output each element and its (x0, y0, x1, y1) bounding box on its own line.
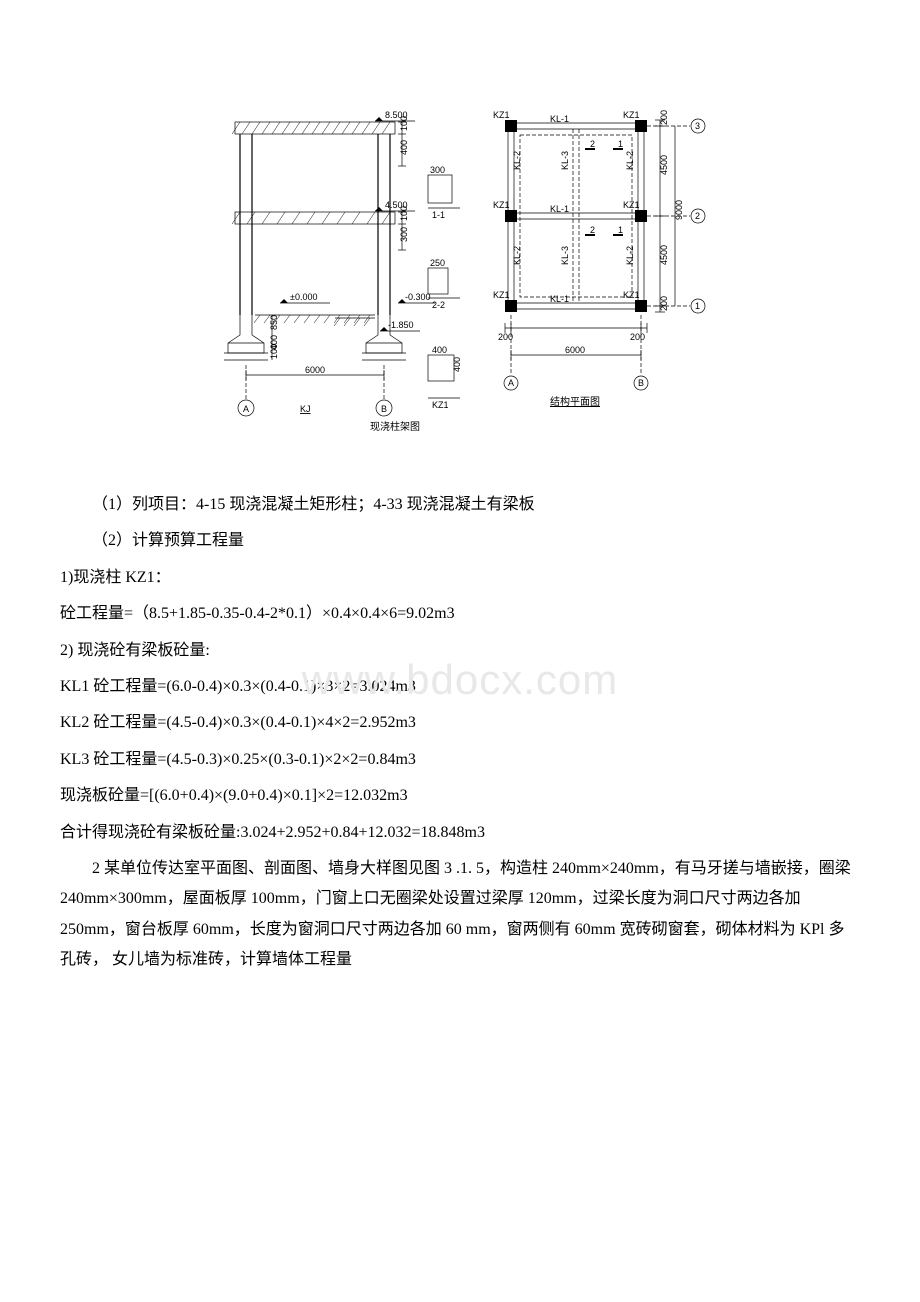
svg-text:3: 3 (695, 121, 700, 131)
svg-text:1: 1 (618, 225, 623, 235)
svg-text:KL-2: KL-2 (625, 246, 635, 265)
svg-text:1: 1 (618, 139, 623, 149)
svg-text:B: B (638, 378, 644, 388)
svg-text:-0.300: -0.300 (405, 292, 431, 302)
svg-text:KZ1: KZ1 (493, 200, 510, 210)
svg-text:400: 400 (399, 140, 409, 155)
svg-text:A: A (243, 404, 249, 414)
svg-text:B: B (381, 404, 387, 414)
text-p4: 砼工程量=（8.5+1.85-0.35-0.4-2*0.1）×0.4×0.4×6… (60, 599, 860, 629)
svg-text:KL-1: KL-1 (550, 114, 569, 124)
svg-text:2: 2 (590, 139, 595, 149)
svg-text:KL-2: KL-2 (625, 151, 635, 170)
svg-text:2: 2 (590, 225, 595, 235)
structural-diagram: 8.500 100 400 4.500 (210, 100, 710, 460)
svg-text:A: A (508, 378, 514, 388)
svg-text:100: 100 (399, 116, 409, 131)
svg-text:400: 400 (452, 357, 462, 372)
svg-text:结构平面图: 结构平面图 (550, 395, 600, 408)
text-p7: KL2 砼工程量=(4.5-0.4)×0.3×(0.4-0.1)×4×2=2.9… (60, 708, 860, 738)
svg-text:6000: 6000 (565, 345, 585, 355)
svg-text:KZ1: KZ1 (623, 200, 640, 210)
text-p6: KL1 砼工程量=(6.0-0.4)×0.3×(0.4-0.1)×3×2=3.0… (60, 672, 860, 702)
svg-text:KZ1: KZ1 (623, 290, 640, 300)
svg-text:-1.850: -1.850 (388, 320, 414, 330)
svg-text:4500: 4500 (659, 155, 669, 175)
svg-text:300: 300 (430, 165, 445, 175)
column-kz1 (505, 120, 517, 132)
svg-text:KL-1: KL-1 (550, 294, 569, 304)
text-p1: （1）列项目：4-15 现浇混凝土矩形柱；4-33 现浇混凝土有梁板 (60, 490, 860, 520)
svg-text:KZ1: KZ1 (493, 290, 510, 300)
svg-text:2-2: 2-2 (432, 300, 445, 310)
svg-text:现浇柱架图: 现浇柱架图 (370, 420, 420, 433)
svg-text:KJ: KJ (300, 404, 311, 414)
svg-text:KL-3: KL-3 (560, 246, 570, 265)
svg-text:9000: 9000 (674, 200, 684, 220)
svg-text:1: 1 (695, 301, 700, 311)
svg-text:250: 250 (430, 258, 445, 268)
svg-text:KL-3: KL-3 (560, 151, 570, 170)
text-p9: 现浇板砼量=[(6.0+0.4)×(9.0+0.4)×0.1]×2=12.032… (60, 781, 860, 811)
document-text: （1）列项目：4-15 现浇混凝土矩形柱；4-33 现浇混凝土有梁板 （2）计算… (60, 490, 860, 975)
svg-text:±0.000: ±0.000 (290, 292, 317, 302)
svg-text:300: 300 (399, 227, 409, 242)
svg-text:200: 200 (659, 296, 669, 311)
svg-text:KZ1: KZ1 (623, 110, 640, 120)
text-p8: KL3 砼工程量=(4.5-0.3)×0.25×(0.3-0.1)×2×2=0.… (60, 745, 860, 775)
svg-text:KL-2: KL-2 (512, 151, 522, 170)
svg-text:KL-1: KL-1 (550, 204, 569, 214)
text-p2: （2）计算预算工程量 (60, 526, 860, 556)
svg-text:200: 200 (630, 332, 645, 342)
svg-text:100: 100 (399, 206, 409, 221)
svg-text:100: 100 (269, 344, 279, 359)
svg-text:400: 400 (432, 345, 447, 355)
svg-text:4500: 4500 (659, 245, 669, 265)
svg-text:2: 2 (695, 211, 700, 221)
svg-text:850: 850 (269, 315, 279, 330)
text-p10: 合计得现浇砼有梁板砼量:3.024+2.952+0.84+12.032=18.8… (60, 818, 860, 848)
svg-text:200: 200 (659, 110, 669, 125)
svg-text:KZ1: KZ1 (432, 400, 449, 410)
svg-text:KL-2: KL-2 (512, 246, 522, 265)
roof-beam (232, 122, 395, 134)
svg-text:6000: 6000 (305, 365, 325, 375)
svg-text:KZ1: KZ1 (493, 110, 510, 120)
text-p3: 1)现浇柱 KZ1： (60, 563, 860, 593)
foundation-left (224, 315, 268, 360)
svg-text:1-1: 1-1 (432, 210, 445, 220)
text-p11: 2 某单位传达室平面图、剖面图、墙身大样图见图 3 .1. 5，构造柱 240m… (60, 854, 860, 976)
text-p5: 2) 现浇砼有梁板砼量: (60, 636, 860, 666)
